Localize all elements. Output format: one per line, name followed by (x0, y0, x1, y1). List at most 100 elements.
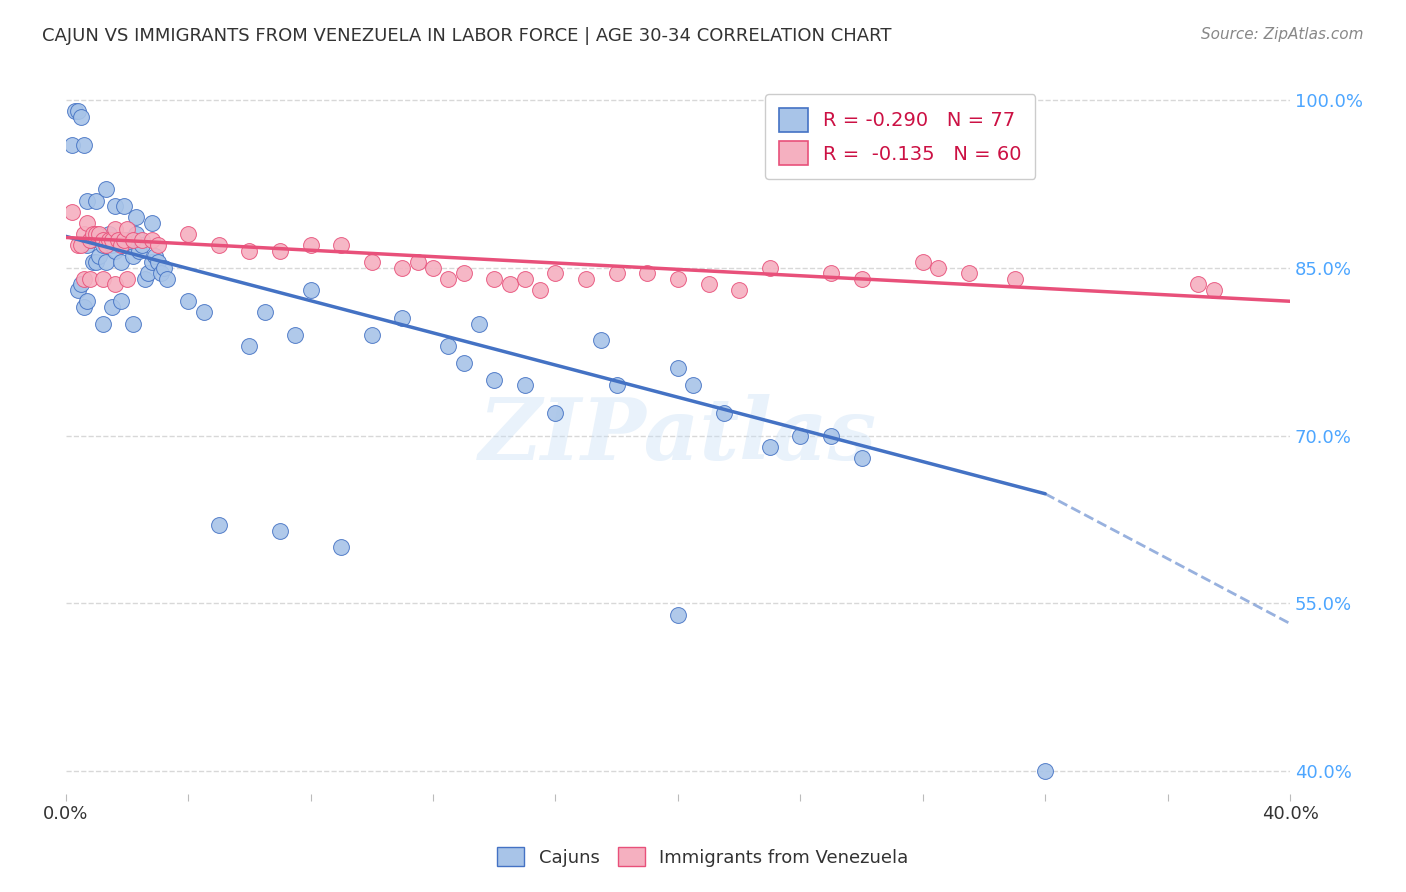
Point (134, 272, 156, 286)
Point (131, 233, 153, 247)
Point (391, 260, 413, 275)
Point (70, 238, 93, 252)
Point (138, 266, 160, 280)
Point (141, 233, 163, 247)
Point (820, 266, 842, 280)
Point (758, 260, 780, 275)
Point (484, 373, 506, 387)
Point (107, 233, 129, 247)
Point (110, 294, 132, 309)
Point (208, 238, 231, 252)
Point (104, 244, 127, 258)
Point (76, 294, 98, 309)
Point (513, 378, 536, 392)
Point (79, 233, 101, 247)
Point (60, 204, 83, 219)
Point (666, 361, 689, 376)
Point (100, 300, 122, 314)
Point (238, 244, 260, 258)
Point (107, 235, 129, 250)
Point (76, 238, 98, 252)
Point (269, 524, 291, 538)
Point (89, 250, 111, 264)
Point (453, 266, 475, 280)
Point (82, 227, 104, 241)
Point (330, 541, 353, 555)
Text: Source: ZipAtlas.com: Source: ZipAtlas.com (1201, 27, 1364, 42)
Point (253, 305, 276, 319)
Point (284, 327, 307, 342)
Point (152, 260, 174, 275)
Point (544, 266, 567, 280)
Point (112, 199, 135, 213)
Point (177, 294, 200, 309)
Point (91, 238, 114, 252)
Point (82, 255, 104, 269)
Point (146, 238, 169, 252)
Point (86, 227, 108, 241)
Point (697, 277, 720, 292)
Point (269, 244, 291, 258)
Point (91, 233, 114, 247)
Point (957, 266, 980, 280)
Point (1004, 272, 1026, 286)
Point (360, 255, 382, 269)
Point (70, 110, 93, 124)
Point (208, 518, 231, 533)
Point (758, 440, 780, 454)
Legend: R = -0.290   N = 77, R =  -0.135   N = 60: R = -0.290 N = 77, R = -0.135 N = 60 (765, 95, 1035, 178)
Point (141, 255, 163, 269)
Point (606, 378, 628, 392)
Point (666, 272, 689, 286)
Point (112, 238, 135, 252)
Point (820, 428, 842, 442)
Point (110, 255, 132, 269)
Point (728, 283, 751, 297)
Point (91, 317, 114, 331)
Point (76, 216, 98, 230)
Point (104, 199, 127, 213)
Point (391, 311, 413, 326)
Point (100, 233, 122, 247)
Point (110, 238, 132, 252)
Point (666, 607, 689, 622)
Point (529, 283, 551, 297)
Point (453, 356, 475, 370)
Point (60, 137, 83, 152)
Point (422, 260, 444, 275)
Legend: Cajuns, Immigrants from Venezuela: Cajuns, Immigrants from Venezuela (491, 840, 915, 874)
Point (406, 255, 429, 269)
Point (682, 378, 704, 392)
Point (575, 272, 598, 286)
Point (67, 238, 90, 252)
Point (1033, 764, 1056, 779)
Point (143, 250, 166, 264)
Point (591, 334, 613, 348)
Point (330, 238, 353, 252)
Point (104, 277, 127, 292)
Point (115, 221, 138, 235)
Point (544, 406, 567, 420)
Point (299, 283, 322, 297)
Point (851, 450, 873, 465)
Point (128, 244, 150, 258)
Point (79, 272, 101, 286)
Point (437, 272, 460, 286)
Point (141, 216, 163, 230)
Point (927, 260, 949, 275)
Point (104, 221, 127, 235)
Point (713, 406, 735, 420)
Point (86, 194, 108, 208)
Point (100, 238, 122, 252)
Point (146, 255, 169, 269)
Point (193, 305, 215, 319)
Point (125, 227, 148, 241)
Point (122, 317, 145, 331)
Point (94, 182, 117, 196)
Point (513, 272, 536, 286)
Point (122, 250, 145, 264)
Point (177, 227, 200, 241)
Point (498, 277, 520, 292)
Point (122, 233, 145, 247)
Point (76, 194, 98, 208)
